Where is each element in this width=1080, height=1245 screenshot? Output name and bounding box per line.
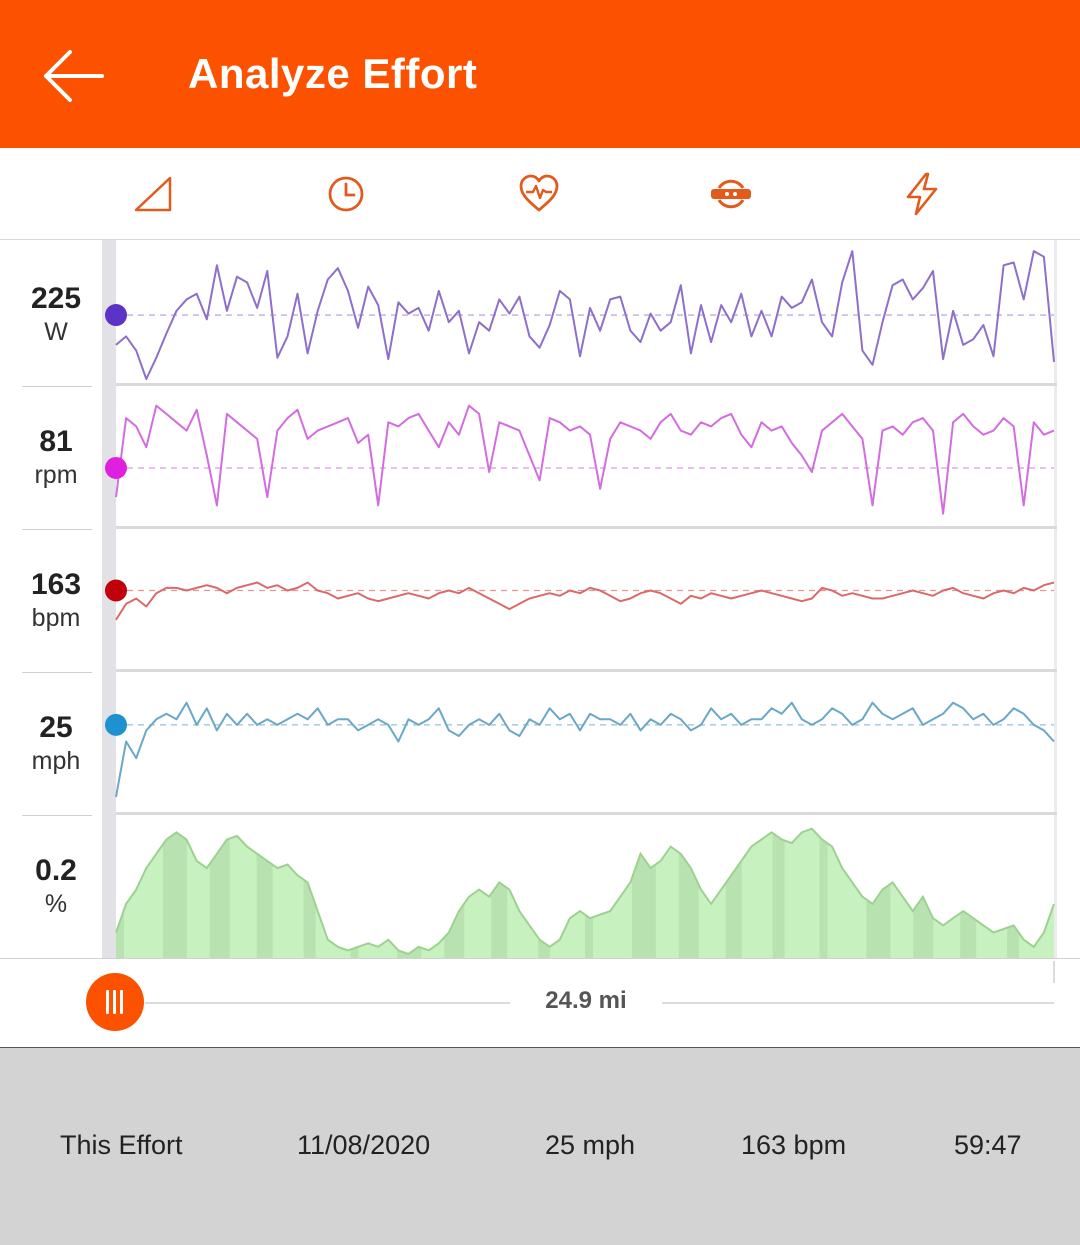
- speed-label: 25 mph: [0, 711, 112, 777]
- series-line: [115, 250, 1055, 380]
- scrubber-end-tick: [1053, 961, 1055, 983]
- panel-divider: [116, 812, 1057, 815]
- power-unit: W: [44, 318, 68, 346]
- effort-name: This Effort: [60, 1130, 183, 1160]
- distance-label: 24.9 mi: [545, 987, 627, 1014]
- series-line: [115, 701, 1055, 798]
- heart-rate-value: 163: [30, 568, 82, 601]
- chart-canvas[interactable]: [0, 240, 1080, 958]
- effort-summary: This Effort 11/08/2020 25 mph 163 bpm 59…: [0, 1048, 1080, 1245]
- series-marker[interactable]: [105, 456, 127, 479]
- tab-power[interactable]: [898, 170, 946, 218]
- elevation-icon: [134, 176, 172, 212]
- scrubber-track-right: [662, 1002, 1054, 1004]
- page-title: Analyze Effort: [188, 50, 478, 97]
- tab-time[interactable]: [322, 170, 370, 218]
- cadence-label: 81 rpm: [0, 425, 112, 491]
- heart-rate-icon: [519, 174, 559, 212]
- heart-rate-label: 163 bpm: [0, 568, 112, 634]
- label-divider: [22, 386, 92, 387]
- power-icon: [906, 172, 938, 216]
- label-divider: [22, 815, 92, 816]
- scrubber-track-left: [145, 1002, 510, 1004]
- panel-divider: [116, 383, 1057, 386]
- series-line: [115, 404, 1055, 515]
- effort-speed: 25 mph: [545, 1130, 636, 1160]
- label-divider: [22, 672, 92, 673]
- app-bar: Analyze Effort: [0, 0, 1080, 148]
- power-label: 225 W: [0, 282, 112, 348]
- grade-line: [115, 827, 1055, 956]
- tab-cadence[interactable]: [707, 170, 755, 218]
- cadence-unit: rpm: [34, 461, 78, 489]
- series-marker[interactable]: [105, 713, 127, 736]
- chart-right-edge: [1054, 240, 1057, 958]
- speed-unit: mph: [31, 747, 81, 775]
- back-button[interactable]: [36, 44, 112, 108]
- power-value: 225: [30, 282, 82, 315]
- series-marker[interactable]: [105, 579, 127, 602]
- label-divider: [22, 529, 92, 530]
- effort-date: 11/08/2020: [297, 1130, 431, 1160]
- distance-scrubber[interactable]: 24.9 mi: [0, 958, 1080, 1048]
- tab-heart-rate[interactable]: [515, 170, 563, 218]
- effort-time: 59:47: [954, 1130, 1022, 1160]
- scrubber-handle[interactable]: [86, 973, 144, 1031]
- arrow-left-icon: [44, 50, 104, 102]
- effort-charts: 225 W 81 rpm 163 bpm 25 mph 0.2 %: [0, 240, 1080, 958]
- metric-tabs: [0, 148, 1080, 240]
- speed-value: 25: [39, 711, 73, 744]
- panel-divider: [116, 526, 1057, 529]
- clock-icon: [328, 176, 364, 212]
- cadence-icon: [711, 179, 751, 209]
- grade-value: 0.2: [35, 854, 77, 887]
- grade-unit: %: [44, 890, 68, 918]
- tab-elevation[interactable]: [130, 170, 178, 218]
- heart-rate-unit: bpm: [31, 604, 81, 632]
- effort-heart-rate: 163 bpm: [741, 1130, 847, 1160]
- cadence-value: 81: [39, 425, 73, 458]
- panel-divider: [116, 669, 1057, 672]
- series-line: [115, 581, 1055, 621]
- grade-label: 0.2 %: [0, 854, 112, 920]
- series-marker[interactable]: [105, 304, 127, 327]
